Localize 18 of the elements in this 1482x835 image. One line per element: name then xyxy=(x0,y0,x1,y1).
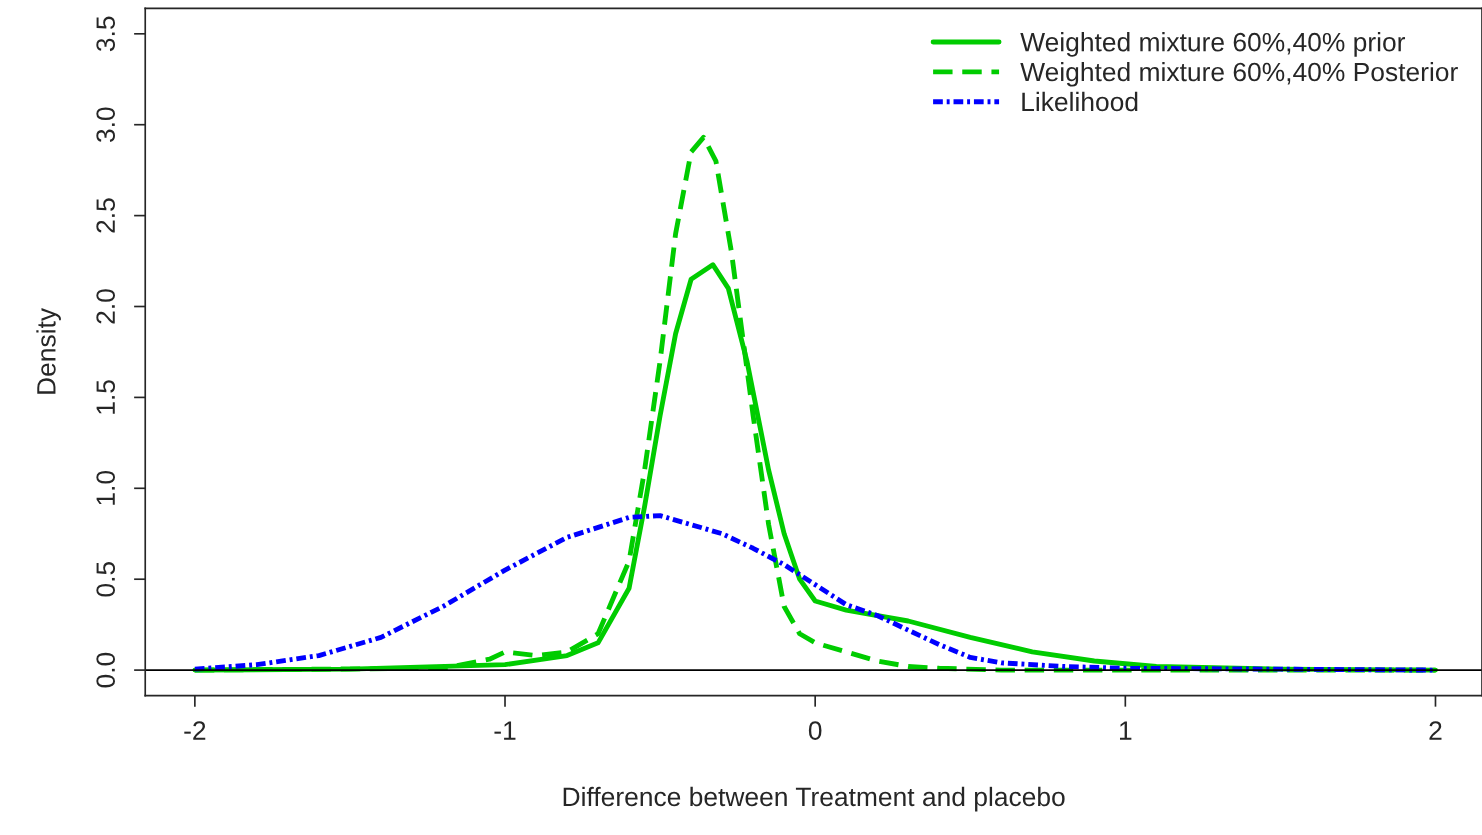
x-axis-title: Difference between Treatment and placebo xyxy=(563,786,1065,812)
legend-label: Weighted mixture 60%,40% Posterior xyxy=(1020,61,1458,87)
x-tick-label: 2 xyxy=(1429,721,1442,740)
x-tick-label: 1 xyxy=(1120,721,1132,740)
y-tick-label: 3.5 xyxy=(96,16,116,52)
y-tick-label: 2.5 xyxy=(96,198,116,233)
x-tick-label: -2 xyxy=(184,721,206,740)
y-tick-label: 1.0 xyxy=(96,470,116,505)
x-tick-label: -1 xyxy=(494,721,516,740)
y-tick-label: 1.5 xyxy=(96,380,116,414)
y-axis-title: Density xyxy=(36,308,61,394)
y-tick-label: 0.0 xyxy=(96,652,116,688)
y-tick-label: 3.0 xyxy=(96,107,116,143)
y-tick-label: 0.5 xyxy=(96,561,116,597)
legend-label: Weighted mixture 60%,40% prior xyxy=(1020,32,1406,57)
y-tick-label: 2.0 xyxy=(96,289,116,324)
legend-label: Likelihood xyxy=(1022,91,1138,112)
x-tick-label: 0 xyxy=(808,721,822,740)
